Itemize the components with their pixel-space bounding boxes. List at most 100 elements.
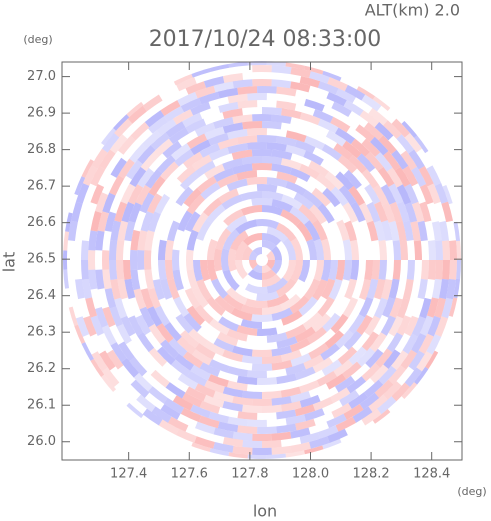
echo-cell: [356, 153, 376, 173]
echo-cell: [276, 86, 297, 97]
echo-cell: [271, 307, 293, 322]
echo-cell: [369, 364, 389, 384]
echo-cell: [380, 184, 396, 205]
echo-cell: [109, 240, 118, 260]
echo-cell: [276, 100, 297, 111]
echo-cell: [222, 122, 244, 134]
echo-cell: [392, 260, 402, 280]
echo-cell: [102, 269, 112, 290]
echo-cell: [230, 230, 249, 251]
echo-cell: [391, 149, 409, 170]
echo-cell: [222, 401, 243, 412]
echo-cell: [215, 228, 232, 251]
echo-cell: [244, 298, 268, 308]
echo-cell: [299, 394, 321, 408]
echo-cell: [262, 304, 284, 315]
y-tick-label: 26.2: [27, 361, 56, 376]
echo-cell: [388, 183, 404, 205]
echo-cell: [241, 355, 262, 364]
y-tick-label: 26.0: [27, 434, 56, 449]
echo-cell: [252, 447, 272, 455]
echo-cell: [227, 93, 248, 104]
echo-cell: [364, 260, 373, 281]
echo-cell: [400, 349, 418, 370]
echo-cell: [312, 396, 334, 411]
echo-cell: [304, 408, 325, 422]
echo-cell: [411, 316, 426, 337]
echo-cell: [130, 229, 141, 251]
echo-cell: [439, 278, 449, 300]
echo-cell: [136, 394, 156, 413]
echo-cell: [271, 431, 292, 441]
echo-cell: [257, 100, 277, 108]
echo-cell: [133, 372, 153, 392]
echo-cell: [231, 307, 253, 322]
echo-cell: [373, 220, 386, 242]
echo-cell: [204, 340, 225, 357]
echo-cell: [193, 260, 204, 282]
echo-cell: [298, 296, 318, 316]
echo-cell: [289, 167, 311, 183]
echo-cell: [304, 278, 321, 300]
echo-cell: [446, 279, 456, 300]
echo-cell: [280, 349, 302, 363]
echo-cell: [266, 332, 288, 343]
echo-cell: [427, 240, 436, 260]
echo-cell: [317, 425, 339, 439]
echo-cell: [344, 278, 357, 300]
echo-cell: [251, 163, 273, 171]
echo-cell: [67, 260, 75, 280]
echo-cell: [388, 365, 407, 385]
echo-cell: [326, 413, 347, 429]
echo-cell: [147, 287, 161, 309]
echo-cell: [431, 278, 442, 299]
echo-cell: [413, 240, 422, 260]
echo-cell: [343, 100, 364, 116]
echo-cell: [190, 139, 211, 156]
echo-cell: [325, 373, 347, 390]
echo-cell: [252, 64, 272, 73]
echo-cell: [266, 177, 288, 188]
echo-cell: [411, 333, 427, 354]
echo-cell: [247, 92, 267, 101]
echo-cell: [262, 440, 282, 448]
echo-cell: [214, 295, 235, 314]
echo-cell: [266, 277, 289, 294]
echo-cell: [102, 306, 116, 328]
echo-cell: [276, 373, 297, 385]
echo-cell: [402, 333, 419, 355]
echo-cell: [285, 362, 306, 376]
echo-cell: [147, 211, 161, 233]
echo-cell: [350, 239, 359, 260]
echo-cell: [101, 250, 110, 270]
echo-cell: [174, 149, 195, 167]
echo-cell: [179, 250, 187, 271]
echo-cell: [251, 197, 273, 206]
echo-cell: [320, 343, 340, 361]
echo-cell: [374, 122, 394, 141]
echo-cell: [63, 230, 70, 251]
echo-cell: [427, 183, 441, 205]
echo-cell: [183, 187, 202, 208]
echo-cell: [116, 323, 132, 345]
x-tick-label: 127.6: [171, 467, 208, 482]
echo-cell: [75, 183, 90, 204]
echo-cell: [182, 112, 203, 128]
echo-cell: [361, 168, 379, 189]
echo-cell: [156, 346, 176, 366]
echo-cell: [74, 260, 82, 280]
echo-cell: [156, 154, 176, 174]
echo-cell: [162, 140, 182, 159]
echo-cell: [140, 211, 154, 232]
echo-cell: [240, 205, 262, 216]
echo-cell: [117, 220, 129, 242]
echo-cell: [271, 163, 292, 175]
echo-cell: [158, 419, 180, 436]
echo-cell: [88, 269, 98, 290]
echo-cell: [217, 173, 239, 189]
x-tick-label: 127.4: [110, 467, 147, 482]
echo-cell: [271, 149, 293, 160]
echo-cell: [276, 135, 297, 147]
echo-cell: [331, 101, 352, 117]
echo-cell: [285, 181, 307, 196]
